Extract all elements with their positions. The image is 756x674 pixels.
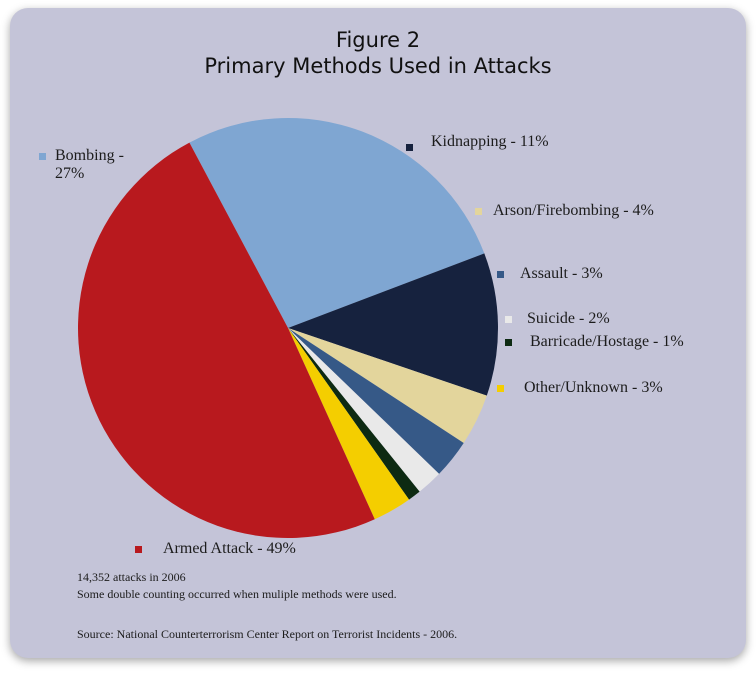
slice-label-5: Barricade/Hostage - 1% <box>530 333 684 350</box>
note-source: Source: National Counterterrorism Center… <box>77 627 458 641</box>
slice-label-6: Other/Unknown - 3% <box>524 379 663 396</box>
pie-slice-5 <box>288 328 420 500</box>
legend-marker-2 <box>475 208 482 215</box>
legend-marker-4 <box>505 316 512 323</box>
legend-marker-5 <box>505 339 512 346</box>
legend-marker-1 <box>406 144 413 151</box>
slice-label-1: Kidnapping - 11% <box>431 133 549 150</box>
pie-slice-2 <box>288 328 487 443</box>
slice-label-2: Arson/Firebombing - 4% <box>493 202 654 219</box>
pie-slice-3 <box>288 328 464 474</box>
pie-slice-1 <box>288 253 499 396</box>
legend-marker-3 <box>497 271 504 278</box>
note-attack-count: 14,352 attacks in 2006 <box>77 570 186 584</box>
pie-slices <box>77 118 499 539</box>
slice-label-3: Assault - 3% <box>520 265 603 282</box>
pie-slice-7 <box>77 142 375 539</box>
chart-subtitle: Primary Methods Used in Attacks <box>204 54 552 78</box>
legend-marker-7 <box>135 546 142 553</box>
chart-title: Figure 2 <box>335 28 421 52</box>
legend-marker-6 <box>497 385 504 392</box>
slice-label-0: Bombing -27% <box>55 147 124 182</box>
note-double-counting: Some double counting occurred when mulip… <box>77 587 397 601</box>
pie-slice-4 <box>288 328 440 492</box>
slice-labels: Bombing -27% Kidnapping - 11% Arson/Firebo… <box>39 133 684 557</box>
pie-slice-6 <box>288 328 410 520</box>
legend-marker-0 <box>39 153 46 160</box>
pie-slice-0 <box>189 118 485 329</box>
slice-label-4: Suicide - 2% <box>527 310 610 327</box>
slice-label-7: Armed Attack - 49% <box>163 540 296 557</box>
